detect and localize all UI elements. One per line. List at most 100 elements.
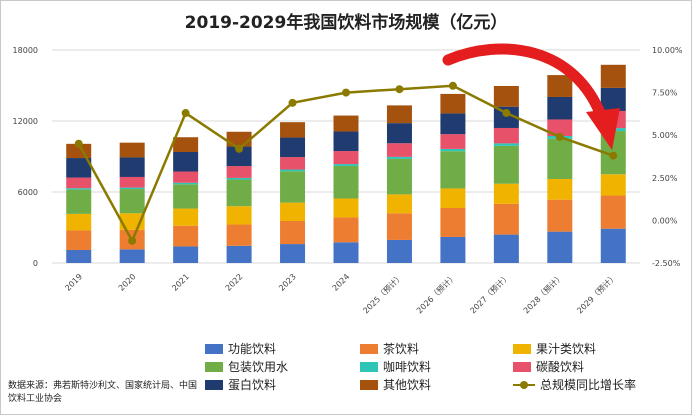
bar-segment — [440, 207, 466, 237]
bar-segment — [333, 165, 359, 199]
legend-item-碳酸饮料: 碳酸饮料 — [513, 359, 584, 375]
bar-segment — [386, 143, 412, 157]
bar-segment — [493, 234, 519, 263]
bar-segment — [600, 228, 626, 263]
x-tick-label: 2025（预计） — [361, 271, 405, 315]
bar-segment — [119, 176, 145, 188]
bar-segment — [173, 208, 199, 226]
growth-point — [555, 132, 564, 141]
bar-segment — [440, 113, 466, 135]
x-tick-label: 2026（预计） — [414, 271, 458, 315]
bar-segment — [493, 183, 519, 204]
y2-tick-label: -2.50% — [652, 259, 681, 268]
bar-segment — [280, 220, 306, 245]
x-tick-label: 2019 — [63, 272, 84, 293]
bar-segment — [386, 239, 412, 263]
bar-segment — [226, 179, 252, 207]
y2-tick-label: 10.00% — [652, 46, 683, 55]
bar-segment — [600, 64, 626, 88]
growth-point — [609, 151, 618, 160]
bar-segment — [173, 246, 199, 263]
legend-line-marker — [513, 380, 535, 390]
bar-segment — [547, 138, 573, 179]
growth-point — [342, 88, 350, 97]
y-tick-label: 6000 — [18, 188, 38, 197]
y-tick-label: 18000 — [13, 46, 38, 55]
legend-swatch — [360, 379, 378, 390]
x-tick-label: 2023 — [277, 272, 298, 293]
bar-segment — [280, 122, 306, 138]
bar-segment — [173, 171, 199, 183]
growth-point — [181, 109, 190, 118]
bar-segment — [600, 195, 626, 229]
bar-segment — [547, 231, 573, 263]
legend-swatch — [360, 361, 378, 372]
x-tick-label: 2028（预计） — [521, 271, 565, 315]
bar-segment — [226, 146, 252, 167]
growth-point — [448, 81, 457, 90]
bar-segment — [547, 178, 573, 200]
bar-segment — [173, 152, 199, 172]
bar-segment — [280, 202, 306, 221]
bar-segment — [440, 134, 466, 149]
y2-tick-label: 7.50% — [652, 89, 678, 98]
bar-segment — [333, 115, 359, 132]
bar-segment — [333, 217, 359, 243]
bar-segment — [386, 158, 412, 195]
bar-segment — [280, 157, 306, 170]
legend-swatch — [205, 361, 223, 372]
bar-segment — [440, 236, 466, 263]
bar-segment — [386, 194, 412, 214]
bar-segment — [66, 188, 92, 190]
growth-point — [128, 236, 137, 245]
bar-segment — [66, 189, 92, 214]
bar-segment — [226, 177, 252, 180]
bar-segment — [493, 143, 519, 146]
bar-segment — [493, 85, 519, 107]
bar-segment — [280, 137, 306, 158]
x-tick-label: 2022 — [224, 272, 245, 293]
legend-item-茶饮料: 茶饮料 — [360, 341, 419, 357]
y-tick-label: 0 — [33, 259, 38, 268]
bar-segment — [440, 148, 466, 152]
bar-segment — [333, 198, 359, 218]
y2-tick-label: 0.00% — [652, 216, 678, 225]
bar-segment — [280, 169, 306, 172]
bar-segment — [600, 174, 626, 196]
bar-segment — [173, 137, 199, 153]
y-tick-label: 12000 — [13, 117, 38, 126]
bar-segment — [333, 131, 359, 152]
bar-segment — [119, 187, 145, 190]
bar-segment — [333, 151, 359, 165]
bar-segment — [600, 87, 626, 111]
bar-segment — [66, 158, 92, 178]
bar-segment — [66, 230, 92, 250]
bar-segment — [440, 188, 466, 208]
x-tick-label: 2024 — [331, 272, 352, 293]
legend-swatch — [513, 361, 531, 372]
bar-segment — [173, 225, 199, 247]
legend-swatch — [360, 343, 378, 354]
chart-title: 2019-2029年我国饮料市场规模（亿元） — [184, 13, 508, 33]
growth-point — [288, 98, 297, 107]
bar-segment — [226, 224, 252, 246]
y2-tick-label: 2.50% — [652, 174, 678, 183]
bar-segment — [119, 249, 145, 263]
bar-segment — [173, 182, 199, 185]
bar-segment — [66, 213, 92, 231]
legend-item-功能饮料: 功能饮料 — [205, 341, 276, 357]
bar-segment — [493, 203, 519, 235]
bar-segment — [119, 189, 145, 214]
growth-point — [235, 144, 244, 153]
bar-segment — [386, 156, 412, 159]
bar-segment — [333, 164, 359, 166]
legend-swatch — [205, 379, 223, 390]
bar-segment — [226, 166, 252, 178]
bar-segment — [333, 242, 359, 263]
bar-segment — [386, 105, 412, 124]
bar-segment — [226, 206, 252, 225]
bar-segment — [226, 245, 252, 263]
bar-segment — [493, 106, 519, 128]
bar-segment — [173, 184, 199, 209]
